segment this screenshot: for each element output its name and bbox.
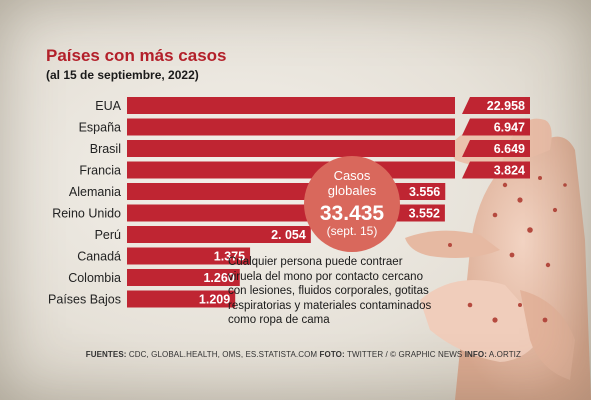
bubble-line2: globales: [328, 183, 377, 198]
bar: [127, 97, 455, 114]
photo-text: TWITTER / © GRAPHIC NEWS: [346, 350, 463, 359]
transmission-note: Cualquier persona puede contraer viruela…: [228, 256, 432, 326]
bar-break-segment: [462, 140, 530, 157]
bar: [127, 118, 455, 136]
category-label: Países Bajos: [48, 293, 121, 307]
sources-text: CDC, GLOBAL.HEALTH, OMS, ES.STATISTA.COM: [128, 350, 318, 359]
bar-break-segment: [462, 161, 530, 179]
chart-title: Países con más casos: [46, 46, 227, 65]
bubble-total: 33.435: [320, 202, 385, 225]
info-label: INFO:: [464, 350, 487, 359]
bubble-circle: [304, 156, 400, 252]
bar: [127, 290, 236, 308]
bar: [127, 161, 455, 179]
bar: [127, 269, 240, 286]
value-label: 3.556: [409, 185, 440, 199]
value-label: 3.552: [409, 207, 440, 221]
category-label: Brasil: [90, 142, 121, 156]
value-label: 6.649: [494, 142, 525, 156]
value-label: 6.947: [494, 121, 525, 135]
value-label: 1.260: [203, 271, 234, 285]
bubble-line1: Casos: [334, 168, 371, 183]
bar-break-segment: [462, 118, 530, 136]
global-cases-bubble: Casos globales 33.435 (sept. 15): [304, 156, 400, 252]
bar-break-segment: [462, 97, 530, 114]
info-text: A.ORTIZ: [488, 350, 521, 359]
category-label: Reino Unido: [52, 207, 121, 221]
category-label: EUA: [95, 99, 121, 113]
category-label: España: [79, 121, 121, 135]
value-label: 2. 054: [271, 228, 306, 242]
photo-label: FOTO:: [319, 350, 345, 359]
category-label: Perú: [95, 228, 121, 242]
bar: [127, 226, 311, 243]
chart-subtitle: (al 15 de septiembre, 2022): [46, 68, 199, 82]
value-label: 1.209: [199, 293, 230, 307]
sources-label: FUENTES:: [85, 350, 127, 359]
category-label: Alemania: [69, 185, 121, 199]
category-label: Colombia: [68, 271, 121, 285]
category-label: Francia: [79, 164, 121, 178]
value-label: 3.824: [494, 164, 525, 178]
bar: [127, 140, 455, 157]
value-label: 1.375: [214, 250, 245, 264]
value-label: 22.958: [487, 99, 525, 113]
bar: [127, 247, 251, 265]
footer-credits: FUENTES: CDC, GLOBAL.HEALTH, OMS, ES.STA…: [0, 350, 521, 359]
bubble-date: (sept. 15): [327, 224, 378, 238]
category-label: Canadá: [77, 250, 121, 264]
